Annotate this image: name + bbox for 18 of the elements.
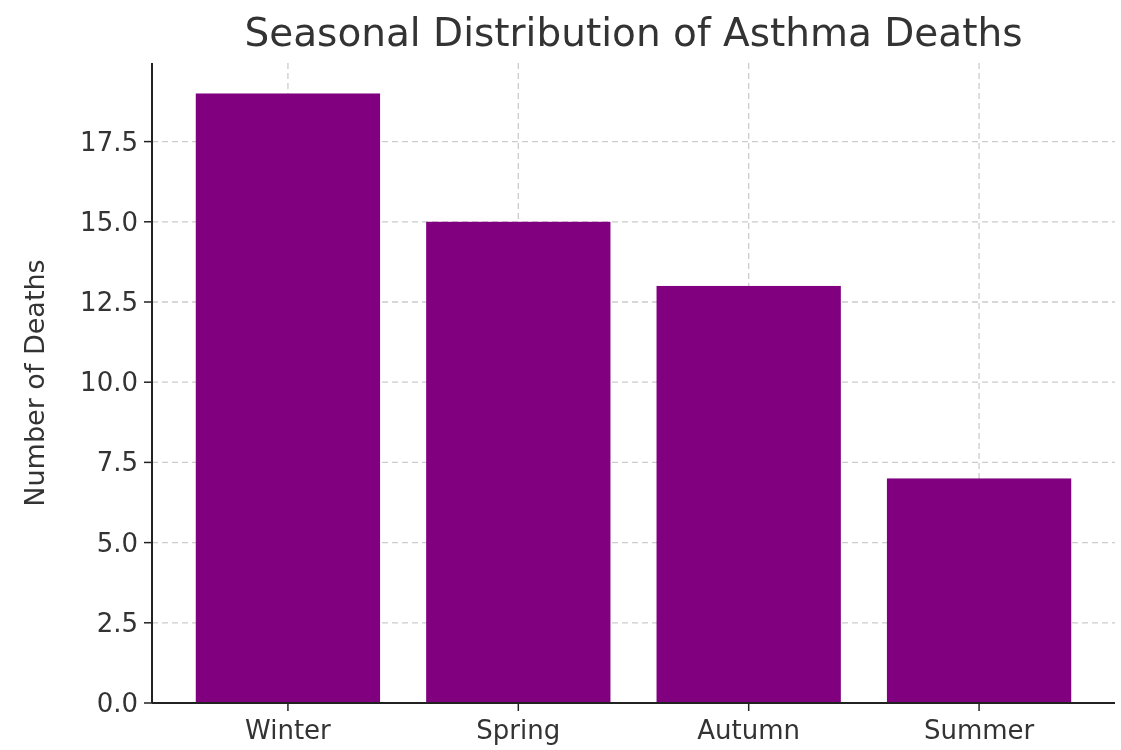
x-tick-label: Winter	[245, 715, 332, 745]
y-axis-title: Number of Deaths	[19, 259, 50, 507]
bar	[656, 285, 841, 703]
y-tick-label: 7.5	[96, 447, 138, 478]
bar	[195, 93, 381, 703]
y-tick-label: 12.5	[80, 287, 138, 318]
y-tick-label: 2.5	[96, 607, 138, 638]
y-tick-label: 15.0	[80, 206, 138, 237]
y-tick-label: 5.0	[96, 527, 138, 558]
bar	[426, 221, 611, 703]
y-tick-label: 10.0	[80, 367, 138, 398]
x-tick-label: Summer	[923, 715, 1035, 745]
bar	[886, 478, 1072, 703]
chart-title: Seasonal Distribution of Asthma Deaths	[244, 10, 1023, 55]
x-tick-label: Autumn	[697, 715, 801, 745]
y-tick-label: 0.0	[96, 688, 138, 719]
y-tick-label: 17.5	[80, 126, 138, 157]
x-tick-label: Spring	[476, 715, 561, 745]
